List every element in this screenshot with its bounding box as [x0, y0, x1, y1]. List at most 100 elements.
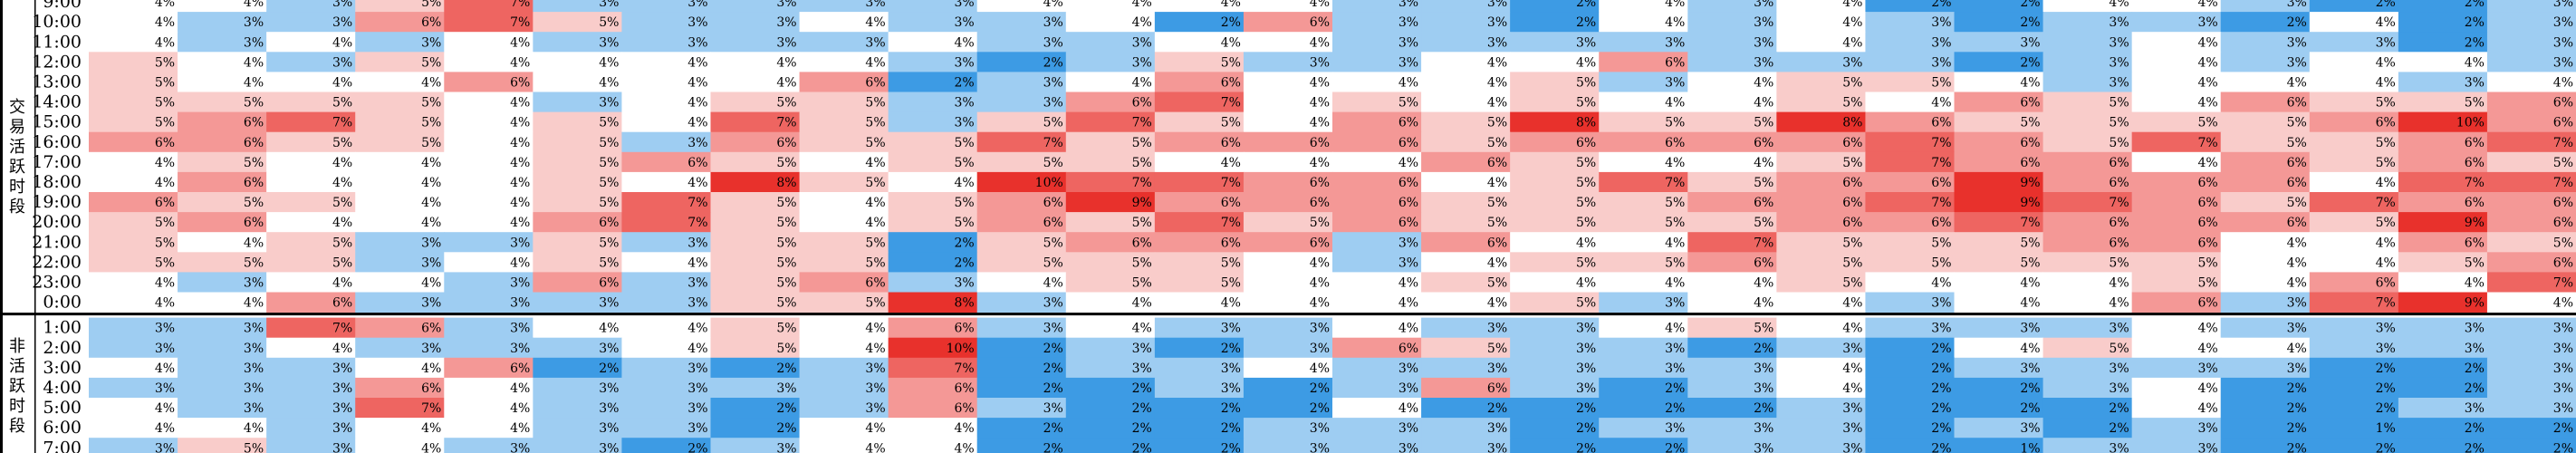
heatmap-cell	[799, 192, 889, 213]
heatmap-cell	[1687, 272, 1777, 294]
cell-value-label: 6%	[1399, 176, 1418, 190]
heatmap-cell	[1865, 232, 1956, 253]
heatmap-cell	[178, 151, 267, 173]
heatmap-cell	[1154, 32, 1245, 53]
cell-value-label: 4%	[244, 236, 264, 250]
cell-value-label: 4%	[155, 0, 175, 10]
cell-value-label: 5%	[2020, 255, 2040, 270]
heatmap-cell	[1776, 32, 1867, 53]
heatmap-cell	[1154, 151, 1245, 173]
heatmap-cell	[2486, 171, 2576, 193]
cell-value-label: 4%	[421, 196, 441, 210]
heatmap-cell	[888, 272, 978, 294]
heatmap-cell	[1954, 171, 2044, 193]
cell-value-label: 4%	[1132, 15, 1152, 30]
heatmap-cell	[1332, 52, 1422, 72]
heatmap-cell	[533, 92, 623, 113]
cell-value-label: 3%	[1487, 322, 1507, 336]
heatmap-cell	[976, 252, 1067, 273]
cell-value-label: 5%	[1931, 236, 1951, 250]
heatmap-cell	[1687, 252, 1777, 273]
heatmap-cell	[1243, 92, 1333, 113]
heatmap-cell	[1065, 438, 1156, 453]
cell-value-label: 3%	[1310, 342, 1330, 356]
cell-value-label: 4%	[1310, 156, 1330, 170]
heatmap-cell	[1954, 212, 2044, 233]
heatmap-cell	[2043, 32, 2133, 53]
heatmap-cell	[1510, 292, 1600, 313]
heatmap-cell	[1421, 72, 1511, 93]
cell-value-label: 3%	[687, 15, 707, 30]
cell-value-label: 3%	[2553, 381, 2573, 396]
cell-value-label: 3%	[1754, 55, 1773, 70]
time-label: 2:00	[43, 338, 82, 358]
heatmap-cell	[1865, 317, 1956, 339]
cell-value-label: 4%	[421, 275, 441, 290]
heatmap-cell	[799, 171, 889, 193]
heatmap-cell	[1599, 32, 1688, 53]
heatmap-cell	[266, 32, 356, 53]
cell-value-label: 7%	[776, 116, 796, 130]
heatmap-cell	[2398, 272, 2488, 294]
heatmap-cell	[444, 92, 533, 113]
heatmap-cell	[355, 12, 445, 33]
heatmap-cell	[1065, 292, 1156, 313]
heatmap-cell	[1243, 151, 1333, 173]
heatmap-cell	[2398, 32, 2488, 53]
cell-value-label: 4%	[1931, 275, 1951, 290]
cell-value-label: 3%	[1132, 361, 1152, 376]
cell-value-label: 5%	[1842, 236, 1862, 250]
cell-value-label: 3%	[1043, 96, 1063, 111]
heatmap-cell	[1065, 171, 1156, 193]
cell-value-label: 2%	[1754, 342, 1773, 356]
cell-value-label: 7%	[1665, 176, 1685, 190]
heatmap-cell	[1599, 92, 1688, 113]
heatmap-cell	[2131, 398, 2222, 419]
heatmap-cell	[2220, 252, 2311, 273]
cell-value-label: 5%	[1576, 216, 1596, 230]
heatmap-cell	[355, 337, 445, 359]
heatmap-cell	[2398, 92, 2488, 113]
cell-value-label: 1%	[2376, 421, 2396, 436]
cell-value-label: 5%	[1576, 96, 1596, 111]
heatmap-cell	[976, 12, 1067, 33]
heatmap-cell	[266, 12, 356, 33]
cell-value-label: 3%	[599, 96, 619, 111]
heatmap-cell	[1065, 357, 1156, 379]
cell-value-label: 3%	[687, 381, 707, 396]
heatmap-cell	[533, 292, 623, 313]
cell-value-label: 3%	[2465, 401, 2485, 416]
heatmap-cell	[1954, 12, 2044, 33]
cell-value-label: 3%	[1132, 35, 1152, 50]
heatmap-cells: 4% 4% 3% 5% 7% 3% 3% 3% 3% 3% 4% 4% 4% 4% 3% 3% 2% 4% 3% 4%…	[89, 0, 2576, 453]
heatmap-cell	[1776, 398, 1867, 419]
heatmap-cell	[1065, 377, 1156, 399]
cell-value-label: 3%	[1931, 296, 1951, 311]
heatmap-cell	[2309, 171, 2399, 193]
heatmap-cell	[2220, 151, 2311, 173]
heatmap-cell	[1243, 232, 1333, 253]
heatmap-cell	[533, 0, 623, 13]
heatmap-cell	[1865, 438, 1956, 453]
cell-value-label: 6%	[1310, 176, 1330, 190]
cell-value-label: 7%	[1931, 136, 1951, 150]
cell-value-label: 5%	[1842, 255, 1862, 270]
heatmap-cell	[178, 32, 267, 53]
cell-value-label: 6%	[1487, 236, 1507, 250]
heatmap-cell	[1065, 111, 1156, 133]
cell-value-label: 3%	[155, 322, 175, 336]
cell-value-label: 3%	[2553, 15, 2573, 30]
cell-value-label: 3%	[332, 361, 352, 376]
cell-value-label: 3%	[1576, 322, 1596, 336]
heatmap-cell	[2309, 337, 2399, 359]
cell-value-label: 3%	[954, 0, 974, 10]
heatmap-cell	[355, 438, 445, 453]
cell-value-label: 6%	[1399, 216, 1418, 230]
heatmap-cell	[710, 317, 801, 339]
heatmap-cell	[976, 418, 1067, 439]
heatmap-cell	[2309, 12, 2399, 33]
cell-value-label: 2%	[2287, 401, 2307, 416]
cell-value-label: 4%	[510, 255, 530, 270]
cell-value-label: 6%	[599, 275, 619, 290]
cell-value-label: 7%	[1221, 216, 1241, 230]
